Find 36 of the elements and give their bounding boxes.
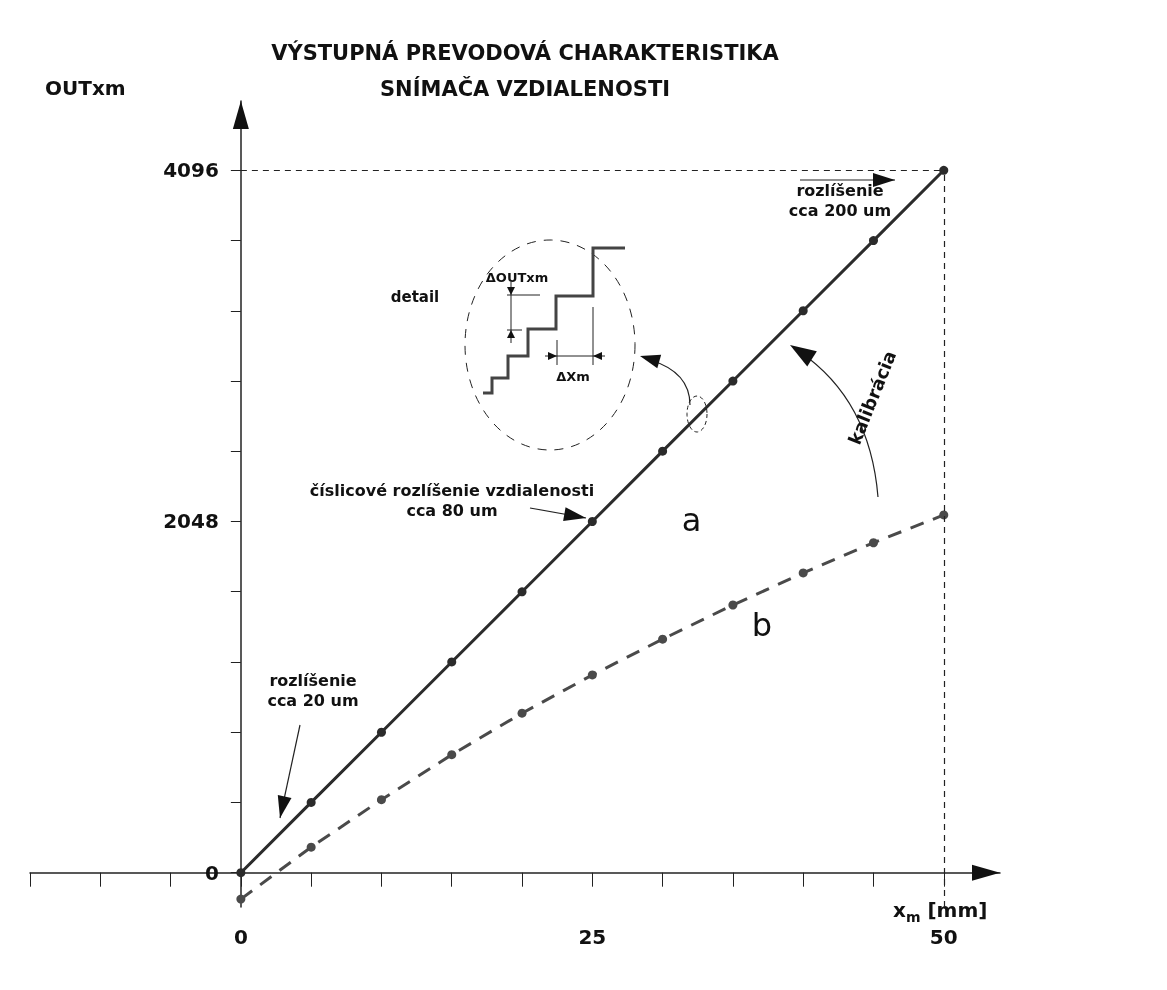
annotation: detail xyxy=(390,288,440,306)
annotation: ΔOUTxm xyxy=(485,270,549,285)
point xyxy=(798,568,808,578)
annotation: ΔXm xyxy=(556,369,590,384)
y-axis-title: OUTxm xyxy=(45,76,126,100)
y-tick-label: 4096 xyxy=(163,158,219,183)
point xyxy=(306,797,316,807)
annotation: rozlíšenie cca 20 um xyxy=(267,671,359,710)
point xyxy=(447,750,457,760)
point xyxy=(376,727,386,737)
point xyxy=(658,634,668,644)
point xyxy=(587,670,597,680)
point xyxy=(587,516,597,526)
point xyxy=(798,306,808,316)
point xyxy=(236,894,246,904)
point xyxy=(236,868,246,878)
y-tick-label: 2048 xyxy=(163,509,219,534)
series-label: b xyxy=(751,605,773,644)
point xyxy=(447,657,457,667)
point xyxy=(868,236,878,246)
point xyxy=(517,587,527,597)
point xyxy=(517,708,527,718)
series-label: a xyxy=(681,501,702,540)
point xyxy=(939,165,949,175)
point xyxy=(728,600,738,610)
chart-title: VÝSTUPNÁ PREVODOVÁ CHARAKTERISTIKA SNÍMAČA VZDIALENOSTI xyxy=(271,40,780,101)
point xyxy=(728,376,738,386)
x-tick-label: 50 xyxy=(929,925,958,949)
annotation: rozlíšenie cca 200 um xyxy=(788,181,892,220)
x-tick-label: 25 xyxy=(578,925,607,949)
point xyxy=(376,795,386,805)
point xyxy=(658,446,668,456)
x-tick-label: 0 xyxy=(233,925,248,949)
point xyxy=(306,842,316,852)
annotation: číslicové rozlíšenie vzdialenosti cca 80 um xyxy=(309,481,595,520)
point xyxy=(868,538,878,548)
